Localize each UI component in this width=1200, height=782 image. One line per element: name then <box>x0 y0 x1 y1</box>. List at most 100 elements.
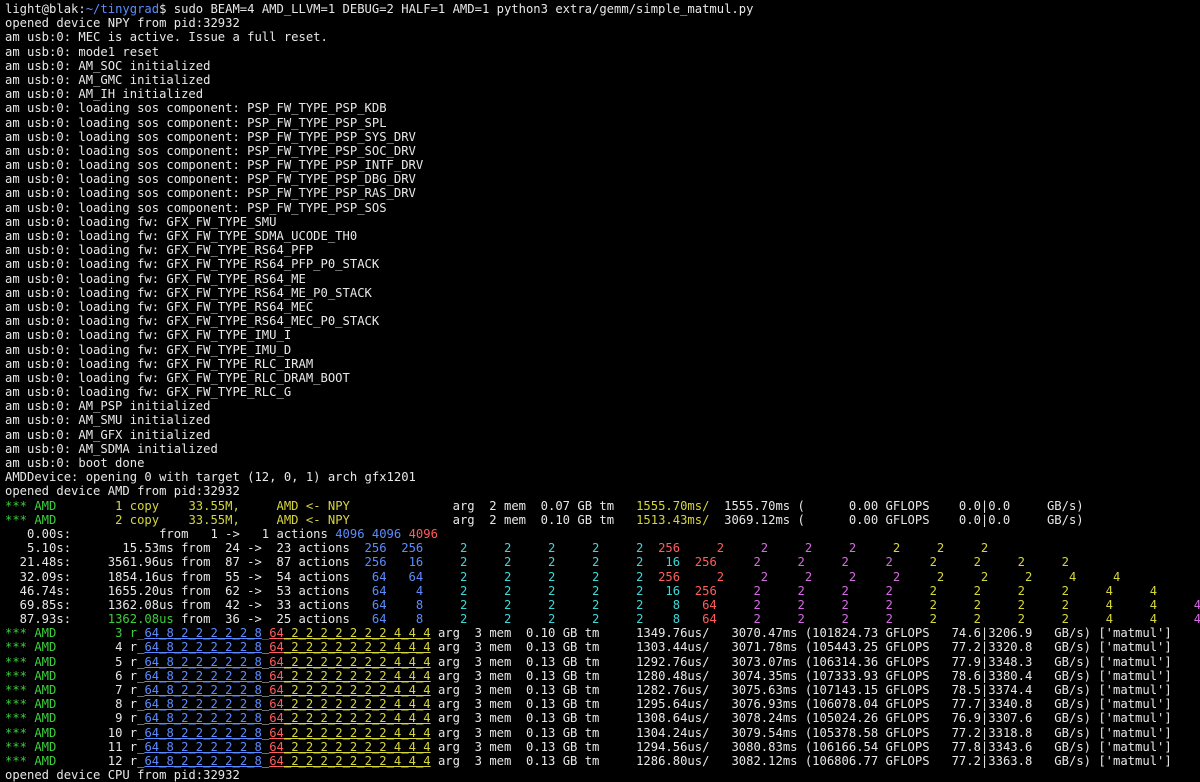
output-line: am usb:0: loading sos component: PSP_FW_… <box>5 116 1200 130</box>
text-segment <box>680 584 695 598</box>
text-segment: *** AMD <box>5 512 57 527</box>
text-segment: am usb:0: AM_SDMA initialized <box>5 441 218 456</box>
text-segment: 64 <box>269 626 284 641</box>
text-segment: 1 copy 33.55M, AMD <- NPY <box>115 498 350 513</box>
output-line: *** AMD 9 r_64_8_2_2_2_2_2_8_64_2_2_2_2_… <box>5 711 1200 725</box>
text-segment: from 36 -> 25 actions <box>173 612 372 627</box>
text-segment: _2_2_2_2_2_2_2_4_4_4 <box>283 753 431 768</box>
text-segment: _ <box>261 626 270 641</box>
text-segment: arg 3 mem 0.13 GB tm 1292.76us/ 3073.07m… <box>430 654 1172 669</box>
text-segment: 2 2 2 <box>760 541 857 556</box>
text-segment: _2_2_2_2_2_2_2_4_4_4 <box>283 654 431 669</box>
text-segment: 4 r_ <box>56 640 145 655</box>
text-segment: 64_8_2_2_2_2_2_8 <box>144 711 262 726</box>
text-segment: 256 <box>694 555 717 570</box>
text-segment <box>643 555 665 569</box>
output-line: am usb:0: loading sos component: PSP_FW_… <box>5 144 1200 158</box>
text-segment: 16 <box>665 555 681 570</box>
text-segment: _ <box>261 654 270 669</box>
text-segment: arg 3 mem 0.13 GB tm 1295.64us/ 3076.93m… <box>430 697 1172 712</box>
text-segment: $ sudo BEAM=4 AMD_LLVM=1 DEBUG=2 HALF=1 … <box>159 2 754 16</box>
text-segment: am usb:0: loading fw: GFX_FW_TYPE_IMU_I <box>5 328 292 343</box>
text-segment: AMDDevice: opening 0 with target (12, 0,… <box>5 470 416 485</box>
text-segment: ~/tinygrad <box>85 2 160 16</box>
output-line: *** AMD 3 r_64_8_2_2_2_2_2_8_64_2_2_2_2_… <box>5 626 1200 640</box>
text-segment: 64 <box>269 640 284 655</box>
text-segment: 5 r_ <box>56 654 145 669</box>
text-segment: 3 r_ <box>115 626 145 641</box>
text-segment: 4 <box>1193 612 1200 627</box>
output-line: am usb:0: loading fw: GFX_FW_TYPE_RLC_DR… <box>5 371 1200 385</box>
text-segment <box>423 570 460 584</box>
text-segment: *** AMD <box>5 654 57 669</box>
text-segment: *** AMD <box>5 697 57 712</box>
output-line: am usb:0: loading fw: GFX_FW_TYPE_SMU <box>5 215 1200 229</box>
text-segment: 64 <box>269 697 284 712</box>
text-segment: 32.09s: 1854.16us from 55 -> 54 actions <box>5 569 372 584</box>
output-line: am usb:0: loading sos component: PSP_FW_… <box>5 101 1200 115</box>
text-segment: opened device NPY from pid:32932 <box>5 16 240 31</box>
text-segment: 64 <box>269 711 284 726</box>
text-segment: am usb:0: mode1 reset <box>5 44 160 59</box>
text-segment <box>56 626 115 640</box>
text-segment <box>680 598 702 612</box>
text-segment: 11 r_ <box>56 739 145 754</box>
prompt-line: light@blak:~/tinygrad$ sudo BEAM=4 AMD_L… <box>5 2 1200 16</box>
text-segment <box>643 570 658 584</box>
text-segment <box>643 612 672 626</box>
output-line: am usb:0: loading fw: GFX_FW_TYPE_IMU_I <box>5 328 1200 342</box>
output-line: am usb:0: AM_SMU initialized <box>5 413 1200 427</box>
text-segment: 64_8_2_2_2_2_2_8 <box>144 626 262 641</box>
text-segment <box>724 541 761 555</box>
text-segment: am usb:0: AM_SMU initialized <box>5 413 211 428</box>
output-line: am usb:0: AM_GFX initialized <box>5 428 1200 442</box>
text-segment: arg 2 mem 0.07 GB tm <box>349 498 637 513</box>
text-segment: 64_8_2_2_2_2_2_8 <box>144 654 262 669</box>
output-line: am usb:0: mode1 reset <box>5 45 1200 59</box>
output-line: am usb:0: loading fw: GFX_FW_TYPE_RLC_IR… <box>5 357 1200 371</box>
text-segment: 2 2 2 2 4 4 <box>929 583 1158 598</box>
text-segment: opened device CPU from pid:32932 <box>5 768 240 782</box>
text-segment: arg 3 mem 0.10 GB tm 1349.76us/ 3070.47m… <box>430 626 1172 641</box>
text-segment: 2 2 2 2 4 4 <box>929 597 1158 612</box>
text-segment <box>893 612 930 626</box>
text-segment: _2_2_2_2_2_2_2_4_4_4 <box>283 725 431 740</box>
text-segment: am usb:0: AM_PSP initialized <box>5 399 211 414</box>
output-line: am usb:0: loading sos component: PSP_FW_… <box>5 186 1200 200</box>
output-line: am usb:0: AM_SDMA initialized <box>5 442 1200 456</box>
text-segment: 64 8 <box>371 612 424 627</box>
text-segment: 2 2 2 2 2 <box>459 555 644 570</box>
text-segment: *** AMD <box>5 498 57 513</box>
text-segment: 64 <box>702 612 717 627</box>
text-segment: 64 <box>269 654 284 669</box>
text-segment: _ <box>261 753 270 768</box>
output-line: am usb:0: AM_PSP initialized <box>5 399 1200 413</box>
text-segment <box>680 570 717 584</box>
text-segment: 2 2 2 2 <box>753 555 893 570</box>
text-segment <box>423 541 460 555</box>
output-line: 5.10s: 15.53ms from 24 -> 23 actions 256… <box>5 541 1200 555</box>
output-line: 21.48s: 3561.96us from 87 -> 87 actions … <box>5 555 1200 569</box>
output-line: opened device CPU from pid:32932 <box>5 768 1200 782</box>
text-segment: am usb:0: loading fw: GFX_FW_TYPE_RS64_P… <box>5 243 314 258</box>
text-segment: am usb:0: loading fw: GFX_FW_TYPE_SDMA_U… <box>5 229 358 243</box>
text-segment: _2_2_2_2_2_2_2_4_4_4 <box>283 668 431 683</box>
output-line: am usb:0: loading fw: GFX_FW_TYPE_RS64_M… <box>5 314 1200 328</box>
text-segment: 5.10s: 15.53ms from 24 -> 23 actions <box>5 541 365 556</box>
text-segment: _ <box>261 640 270 655</box>
text-segment: 256 256 <box>364 541 424 556</box>
text-segment: 64 <box>269 668 284 683</box>
output-line: am usb:0: loading fw: GFX_FW_TYPE_RS64_M… <box>5 286 1200 300</box>
text-segment <box>717 612 754 626</box>
text-segment: 256 <box>658 569 681 584</box>
output-line: *** AMD 12 r_64_8_2_2_2_2_2_8_64_2_2_2_2… <box>5 754 1200 768</box>
output-line: am usb:0: loading sos component: PSP_FW_… <box>5 172 1200 186</box>
text-segment: arg 3 mem 0.13 GB tm 1303.44us/ 3071.78m… <box>430 640 1172 655</box>
text-segment: 46.74s: 1655.20us from 62 -> 53 actions <box>5 583 372 598</box>
text-segment <box>1157 598 1194 612</box>
text-segment: 64_8_2_2_2_2_2_8 <box>144 725 262 740</box>
text-segment: 64 <box>702 597 717 612</box>
text-segment <box>643 541 658 555</box>
text-segment: _2_2_2_2_2_2_2_4_4_4 <box>283 683 431 697</box>
